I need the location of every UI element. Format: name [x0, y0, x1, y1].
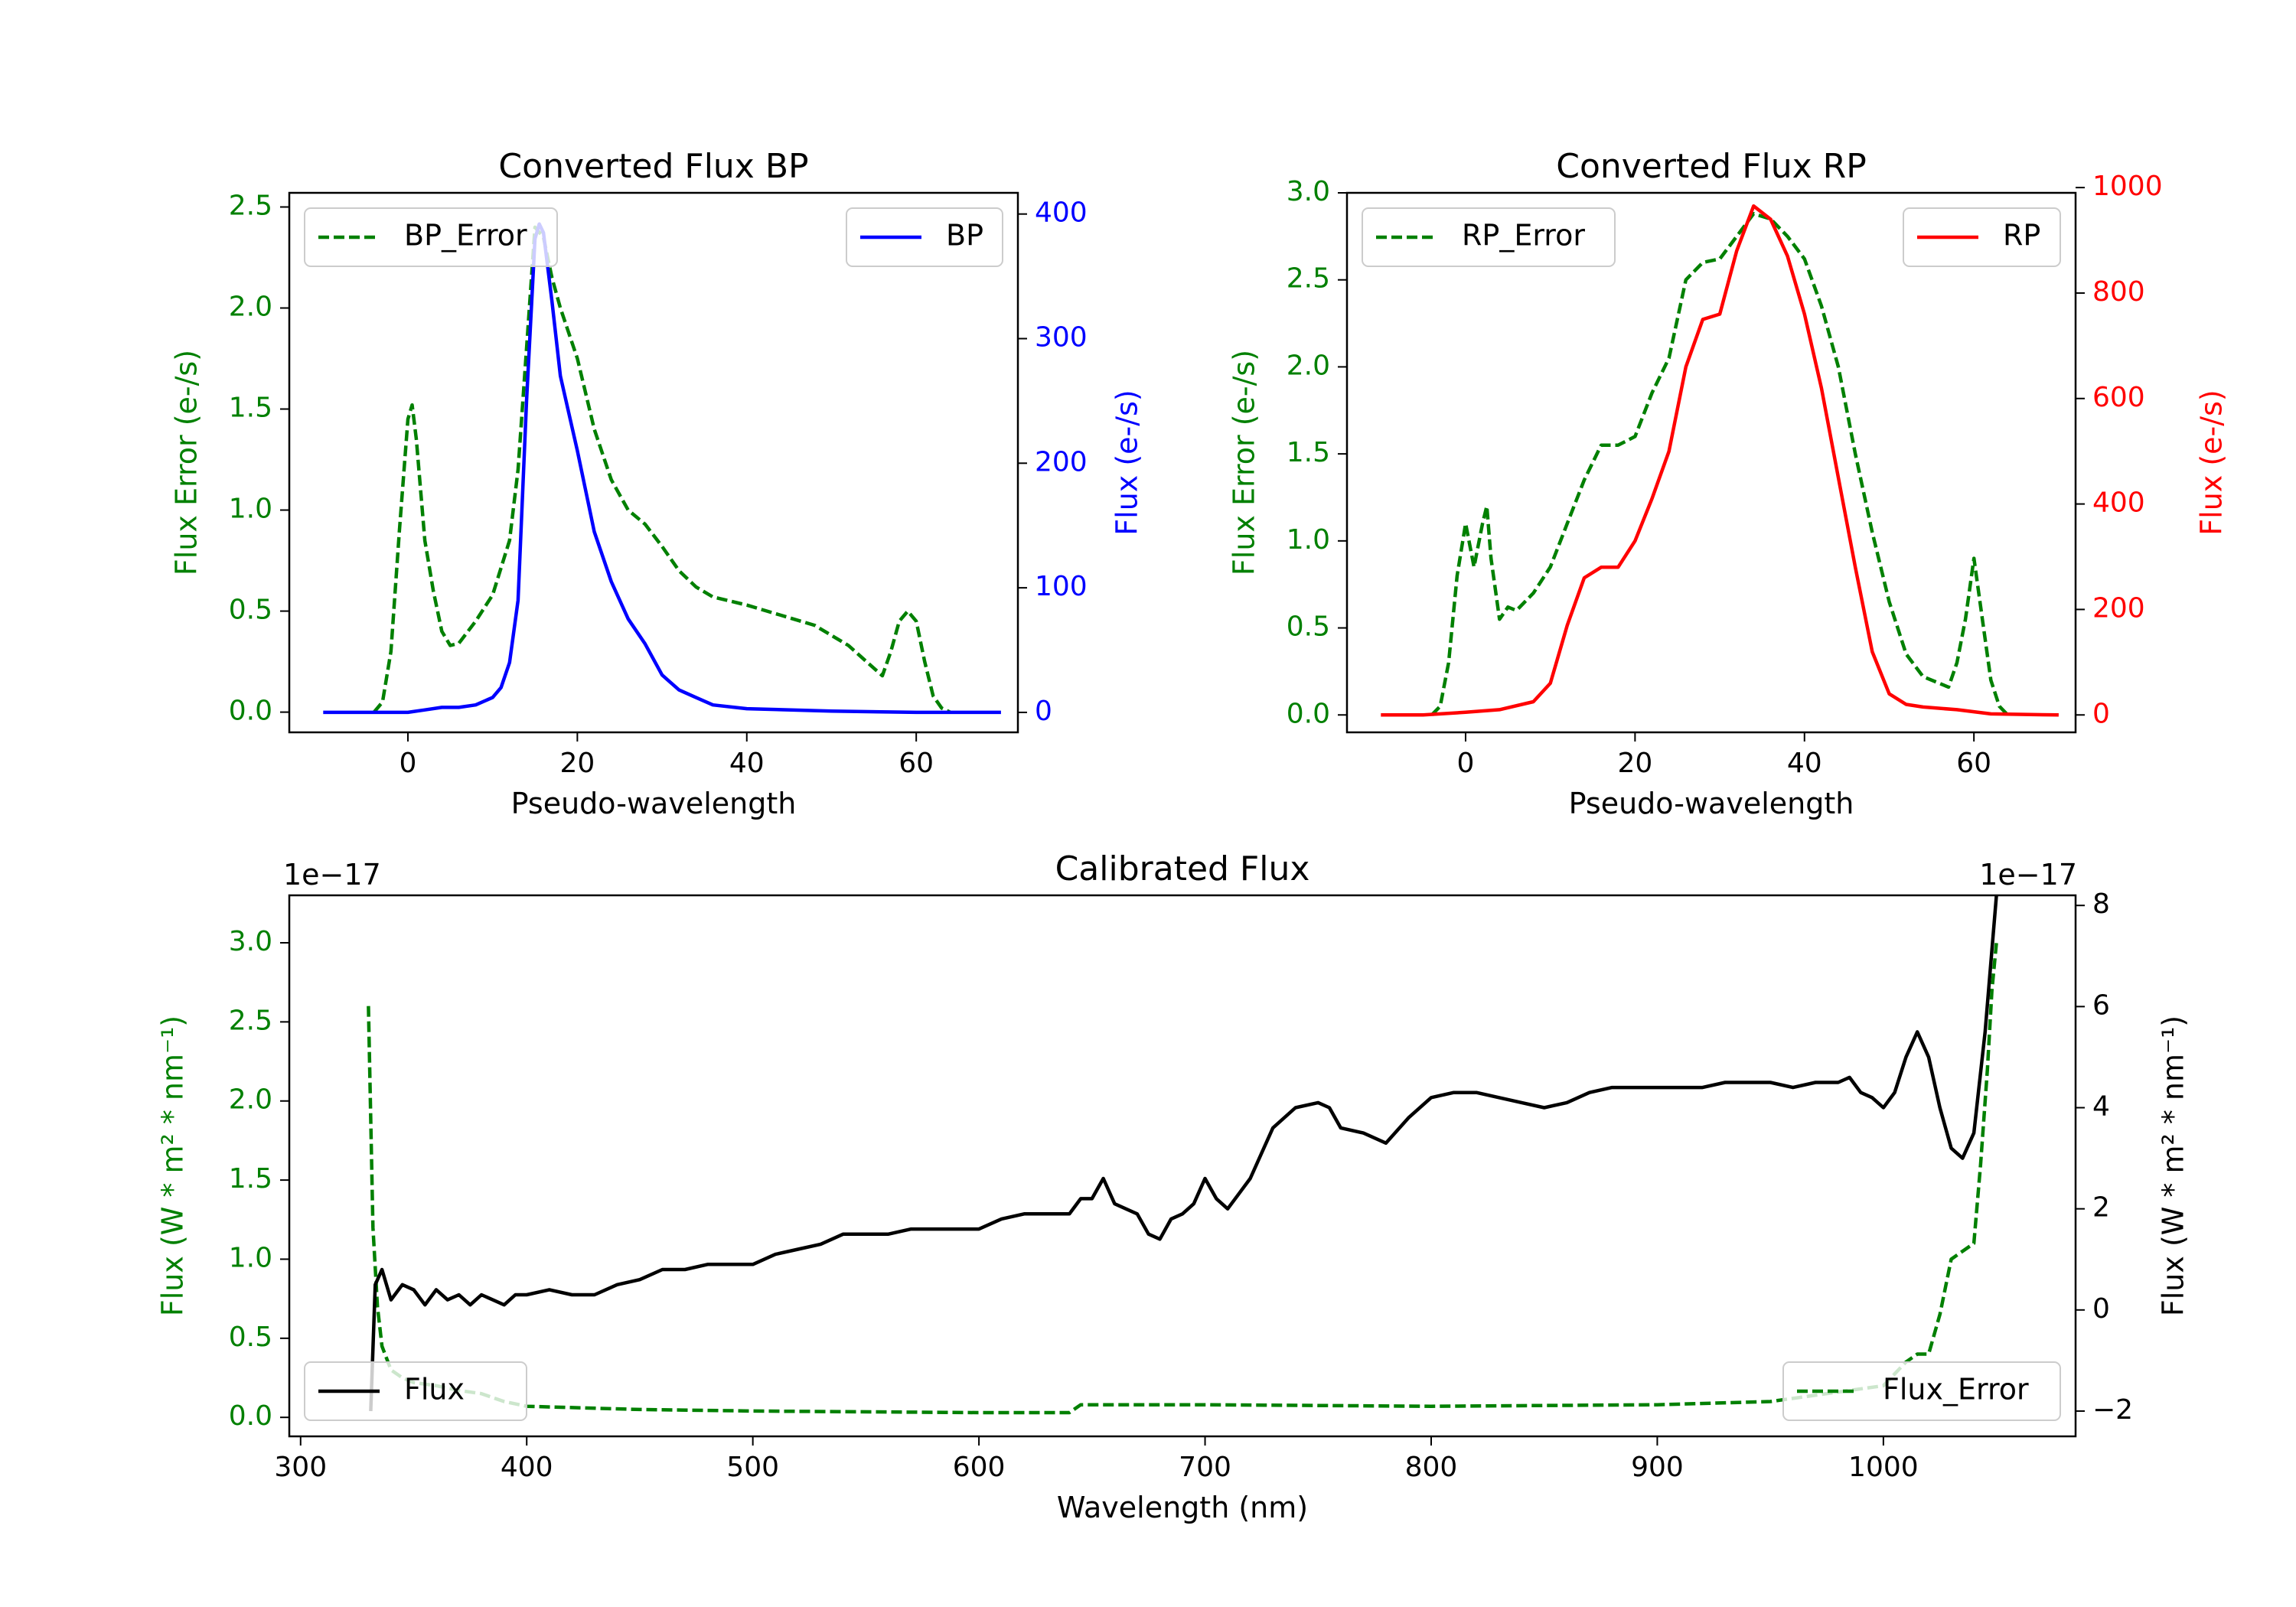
- y-right-tick-label: 2: [2092, 1192, 2110, 1224]
- x-tick-label: 500: [726, 1452, 779, 1483]
- offset-left: 1e−17: [283, 858, 381, 892]
- x-tick-label: 700: [1179, 1452, 1231, 1483]
- x-tick-label: 600: [953, 1452, 1006, 1483]
- y-right-tick-label: 100: [1035, 571, 1088, 602]
- y-left-tick-label: 1.0: [229, 494, 272, 525]
- x-tick-label: 800: [1405, 1452, 1458, 1483]
- chart-panel-3: Calibrated Flux 300 400 500 600 700 800 900 1000…: [156, 849, 2190, 1524]
- series-line-rp-error: [1430, 212, 2010, 716]
- y-left-tick-label: 0.5: [1287, 611, 1330, 643]
- y-right-axis-label: Flux (W * m² * nm⁻¹): [2157, 1015, 2190, 1316]
- y-left-tick-label: 2.5: [229, 190, 272, 221]
- series-line-flux: [369, 895, 1998, 1412]
- y-left-tick-label: 1.0: [1287, 524, 1330, 556]
- y-left-axis-label: Flux Error (e-/s): [1228, 350, 1261, 575]
- y-right-tick-label: 400: [1035, 197, 1088, 229]
- y-right-tick-label: 200: [2092, 592, 2145, 624]
- legend-flux-error: Flux_Error: [1782, 1361, 2061, 1421]
- series-line-rp: [1381, 204, 2059, 717]
- x-tick-label: 40: [729, 748, 765, 779]
- y-right-axis-label: Flux (e-/s): [2195, 390, 2229, 535]
- y-left-tick-label: 1.5: [229, 1163, 272, 1195]
- legend-rp: RP: [1903, 207, 2061, 267]
- axes-frame: [1345, 191, 2077, 734]
- y-left-tick-label: 2.0: [229, 1084, 272, 1116]
- x-tick-label: 40: [1787, 748, 1822, 779]
- y-right-tick-label: −2: [2092, 1394, 2133, 1426]
- y-left-tick-label: 2.0: [1287, 350, 1330, 381]
- series-line-bp-error: [372, 225, 951, 714]
- y-left-tick-label: 0.0: [229, 1400, 272, 1432]
- legend-box: [304, 207, 558, 267]
- y-right-tick-label: 0: [2092, 1293, 2110, 1325]
- legend-rp-error: RP_Error: [1362, 207, 1616, 267]
- legend-flux: Flux: [304, 1361, 527, 1421]
- y-right-tick-label: 200: [1035, 446, 1088, 478]
- x-tick-label: 0: [1457, 748, 1475, 779]
- y-left-tick-label: 3.0: [1287, 176, 1330, 207]
- y-left-tick-label: 2.5: [1287, 263, 1330, 295]
- y-left-tick-label: 0.5: [229, 1322, 272, 1353]
- x-tick-label: 900: [1631, 1452, 1684, 1483]
- legend-label: Flux_Error: [1883, 1373, 2029, 1407]
- y-left-tick-label: 0.5: [229, 595, 272, 626]
- legend-label: BP: [946, 219, 983, 253]
- legend-bp: BP: [846, 207, 1003, 267]
- y-left-tick-label: 3.0: [229, 926, 272, 957]
- y-right-tick-label: 400: [2092, 487, 2145, 519]
- x-tick-label: 60: [1956, 748, 1991, 779]
- legend-bp-error: BP_Error: [304, 207, 558, 267]
- chart-title: Calibrated Flux: [1055, 849, 1310, 888]
- legend-label: BP_Error: [404, 219, 527, 253]
- y-right-axis-label: Flux (e-/s): [1110, 390, 1144, 535]
- y-right-tick-label: 6: [2092, 989, 2110, 1021]
- x-tick-label: 400: [501, 1452, 553, 1483]
- x-tick-label: 20: [559, 748, 595, 779]
- y-left-axis-label: Flux (W * m² * nm⁻¹): [156, 1015, 190, 1316]
- y-left-axis-label: Flux Error (e-/s): [170, 350, 204, 575]
- series-line-bp: [323, 222, 1001, 715]
- axes-frame: [288, 894, 2077, 1438]
- y-left-tick-label: 1.0: [229, 1242, 272, 1273]
- legend-box: [1782, 1361, 2061, 1421]
- y-left-tick-label: 1.5: [1287, 437, 1330, 468]
- y-right-tick-label: 800: [2092, 276, 2145, 308]
- x-tick-label: 60: [899, 748, 934, 779]
- legend-box: [1903, 207, 2061, 267]
- chart-panel-1: Converted Flux BP 0 20 40 60 Pseudo-wavelengt…: [170, 147, 1144, 820]
- y-right-tick-label: 4: [2092, 1091, 2110, 1123]
- x-axis-label: Pseudo-wavelength: [511, 787, 797, 820]
- legend-label: Flux: [404, 1373, 465, 1407]
- x-axis-label: Pseudo-wavelength: [1569, 787, 1854, 820]
- y-left-tick-label: 0.0: [229, 696, 272, 727]
- chart-title: Converted Flux BP: [498, 147, 808, 186]
- x-tick-label: 300: [274, 1452, 327, 1483]
- y-left-tick-label: 0.0: [1287, 698, 1330, 729]
- offset-right: 1e−17: [1979, 858, 2077, 892]
- axes-frame: [288, 191, 1019, 734]
- y-left-tick-label: 2.0: [229, 292, 272, 323]
- legend-box: [1362, 207, 1616, 267]
- x-tick-label: 0: [400, 748, 417, 779]
- y-right-tick-label: 1000: [2092, 171, 2163, 202]
- legend-box: [304, 1361, 527, 1421]
- y-left-tick-label: 2.5: [229, 1005, 272, 1036]
- legend-box: [846, 207, 1003, 267]
- series-line-flux-error: [367, 942, 1998, 1415]
- y-right-tick-label: 0: [1035, 696, 1052, 727]
- legend-label: RP_Error: [1462, 219, 1585, 253]
- chart-title: Converted Flux RP: [1556, 147, 1867, 186]
- legend-label: RP: [2003, 219, 2040, 253]
- x-tick-label: 1000: [1848, 1452, 1919, 1483]
- y-right-tick-label: 8: [2092, 888, 2110, 920]
- y-right-tick-label: 300: [1035, 321, 1088, 353]
- x-tick-label: 20: [1617, 748, 1652, 779]
- y-left-tick-label: 1.5: [229, 393, 272, 424]
- chart-panel-2: Converted Flux RP 0 20 40 60 Pseudo-wavelengt…: [1228, 147, 2229, 820]
- y-right-tick-label: 600: [2092, 382, 2145, 413]
- x-axis-label: Wavelength (nm): [1057, 1491, 1308, 1524]
- y-right-tick-label: 0: [2092, 698, 2110, 729]
